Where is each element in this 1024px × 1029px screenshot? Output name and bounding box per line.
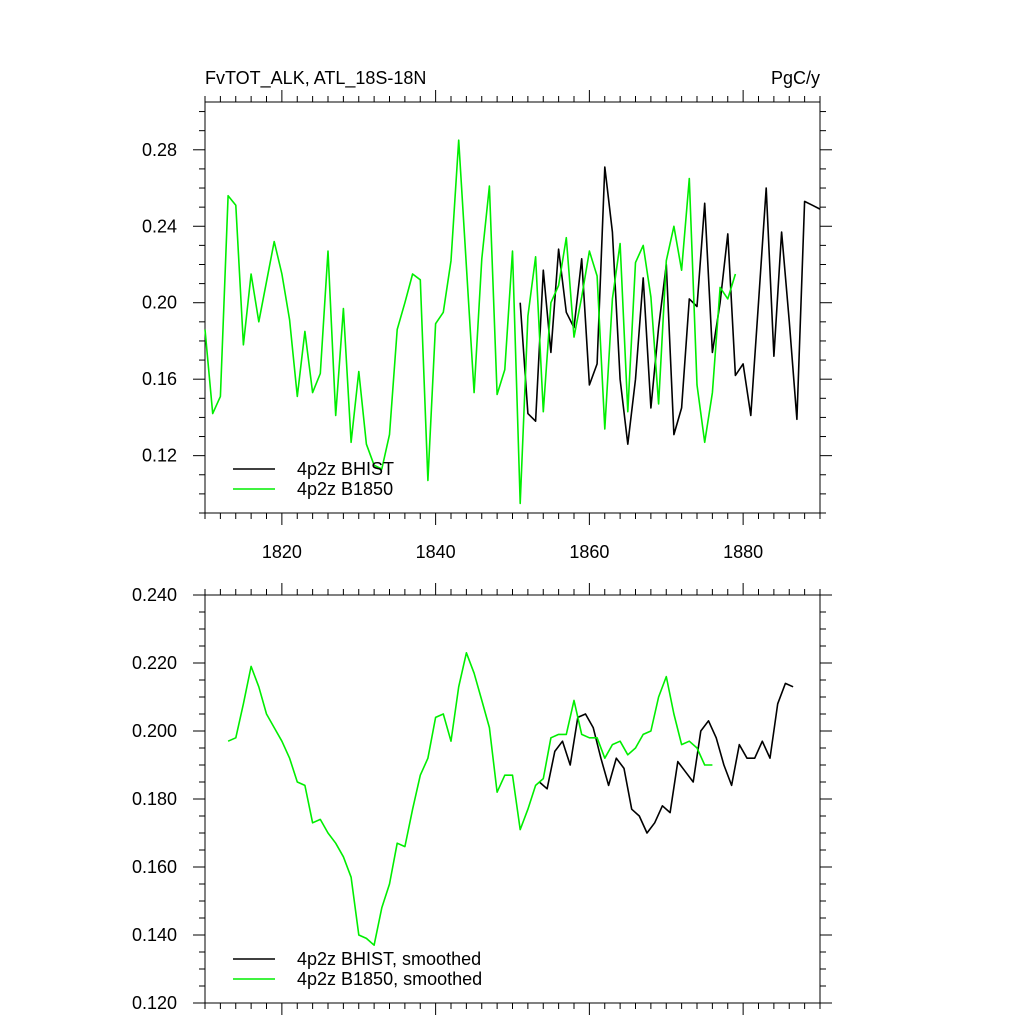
y-tick-label: 0.28 <box>142 140 177 160</box>
x-tick-label: 1840 <box>416 542 456 562</box>
series-line-1 <box>519 166 821 446</box>
x-tick-label: 1860 <box>569 542 609 562</box>
y-tick-label: 0.120 <box>132 993 177 1013</box>
y-tick-label: 0.200 <box>132 721 177 741</box>
x-tick-label: 1880 <box>723 542 763 562</box>
y-tick-label: 0.16 <box>142 369 177 389</box>
legend-label-2: 4p2z B1850, smoothed <box>297 969 482 989</box>
chart-panel-2 <box>193 583 832 1015</box>
plot-frame <box>204 594 821 1004</box>
legend-label-2: 4p2z B1850 <box>297 479 393 499</box>
y-tick-label: 0.20 <box>142 293 177 313</box>
legend-label-1: 4p2z BHIST <box>297 459 394 479</box>
chart-units: PgC/y <box>771 68 820 88</box>
y-tick-label: 0.240 <box>132 585 177 605</box>
series-line-1 <box>538 682 794 834</box>
y-tick-label: 0.180 <box>132 789 177 809</box>
chart-panel-1 <box>193 90 832 525</box>
y-tick-label: 0.220 <box>132 653 177 673</box>
y-tick-label: 0.24 <box>142 216 177 236</box>
y-tick-label: 0.140 <box>132 925 177 945</box>
series-line-2 <box>227 651 713 947</box>
legend-label-1: 4p2z BHIST, smoothed <box>297 949 481 969</box>
y-tick-label: 0.12 <box>142 446 177 466</box>
chart-title: FvTOT_ALK, ATL_18S-18N <box>205 68 426 89</box>
series-line-2 <box>204 139 737 505</box>
y-tick-label: 0.160 <box>132 857 177 877</box>
plot-frame <box>204 101 821 514</box>
x-tick-label: 1820 <box>262 542 302 562</box>
